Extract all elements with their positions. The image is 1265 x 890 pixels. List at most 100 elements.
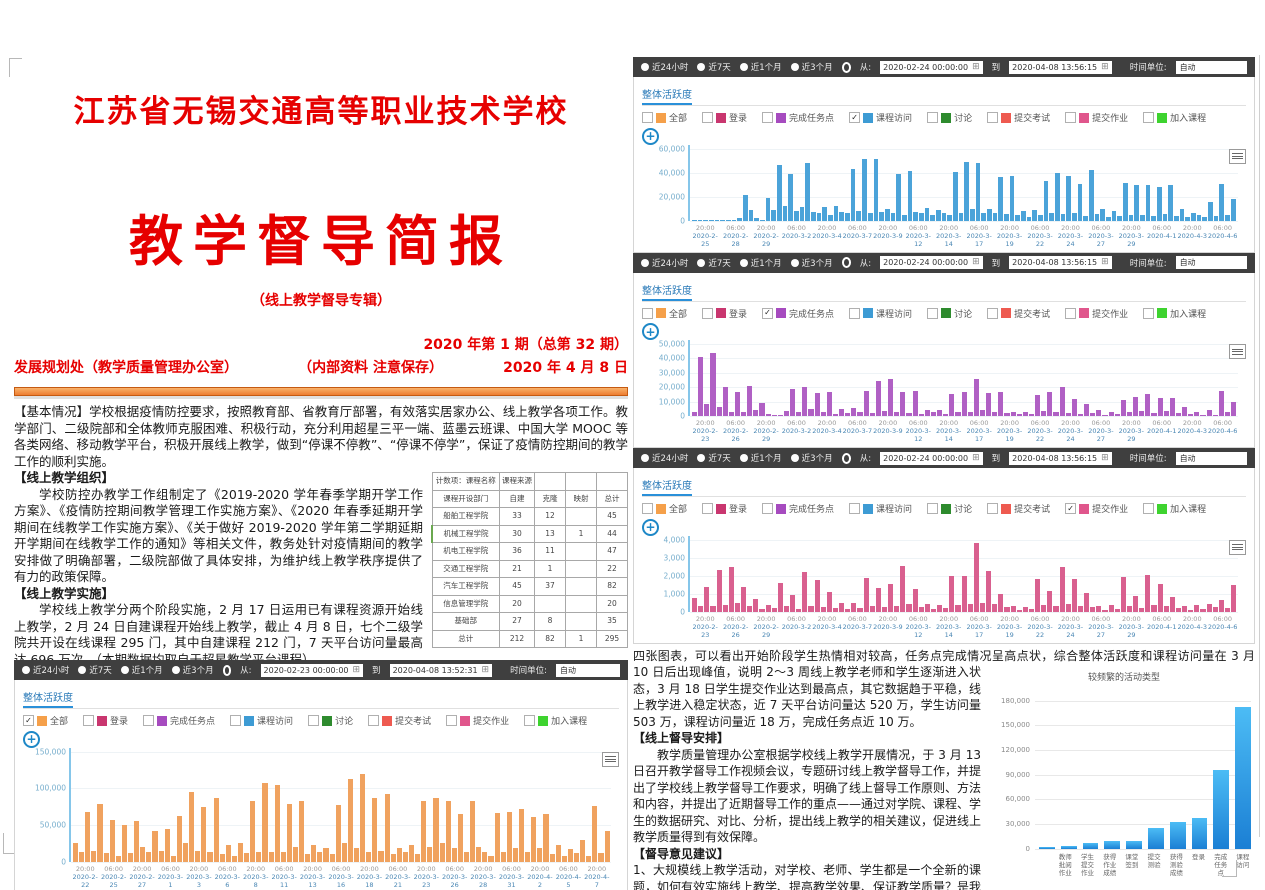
legend-item-完成任务点[interactable]: ✓ 完成任务点 (762, 307, 834, 320)
legend-item-讨论[interactable]: 讨论 (927, 502, 972, 515)
legend-item-登录[interactable]: 登录 (702, 111, 747, 124)
legend-checkbox[interactable] (524, 715, 536, 726)
legend-checkbox[interactable] (1143, 112, 1155, 123)
zoom-in-icon[interactable]: + (642, 518, 659, 536)
legend-item-课程访问[interactable]: ✓ 课程访问 (849, 111, 912, 124)
chart-menu-icon[interactable] (1229, 148, 1246, 164)
date-to-input[interactable]: 2020-04-08 13:56:15 ⊞ (1009, 256, 1112, 269)
legend-item-全部[interactable]: ✓ 全部 (23, 714, 68, 727)
legend-checkbox[interactable] (642, 112, 653, 123)
date-from-input[interactable]: 2020-02-23 00:00:00 ⊞ (260, 663, 364, 677)
date-from-input[interactable]: 2020-02-24 00:00:00 ⊞ (880, 60, 983, 74)
legend-checkbox[interactable] (927, 307, 939, 319)
legend-item-提交考试[interactable]: 提交考试 (368, 714, 431, 727)
legend-item-提交作业[interactable]: ✓ 提交作业 (1065, 502, 1128, 515)
legend-item-提交作业[interactable]: 提交作业 (446, 714, 509, 727)
legend-item-讨论[interactable]: 讨论 (927, 111, 972, 124)
gear-icon[interactable] (222, 664, 232, 676)
legend-checkbox[interactable] (83, 715, 95, 726)
legend-checkbox[interactable] (368, 715, 380, 726)
time-range-option-2[interactable]: 近1个月 (120, 664, 163, 676)
legend-item-加入课程[interactable]: 加入课程 (524, 714, 587, 727)
legend-item-讨论[interactable]: 讨论 (927, 307, 972, 320)
gear-icon[interactable] (841, 452, 851, 464)
chart-menu-icon[interactable] (1229, 539, 1246, 555)
tab-overall-activity[interactable]: 整体活跃度 (642, 477, 692, 496)
time-range-option-1[interactable]: 近7天 (697, 452, 731, 464)
date-from-input[interactable]: 2020-02-24 00:00:00 ⊞ (880, 451, 983, 465)
time-range-option-1[interactable]: 近7天 (78, 664, 112, 676)
legend-item-提交作业[interactable]: 提交作业 (1065, 111, 1128, 124)
chart-menu-icon[interactable] (1229, 344, 1246, 359)
time-range-option-3[interactable]: 近3个月 (171, 664, 214, 676)
legend-item-登录[interactable]: 登录 (702, 502, 747, 515)
time-range-option-2[interactable]: 近1个月 (739, 257, 782, 269)
legend-checkbox[interactable]: ✓ (762, 307, 774, 319)
legend-item-加入课程[interactable]: 加入课程 (1143, 307, 1206, 320)
legend-checkbox[interactable] (849, 307, 861, 319)
legend-checkbox[interactable] (230, 715, 242, 726)
legend-item-课程访问[interactable]: 课程访问 (230, 714, 293, 727)
time-range-option-3[interactable]: 近3个月 (790, 61, 833, 73)
legend-checkbox[interactable] (927, 503, 939, 514)
legend-checkbox[interactable] (762, 503, 774, 514)
legend-item-提交考试[interactable]: 提交考试 (987, 502, 1050, 515)
legend-item-提交作业[interactable]: 提交作业 (1065, 307, 1128, 320)
legend-checkbox[interactable] (987, 307, 999, 319)
time-range-option-1[interactable]: 近7天 (697, 61, 731, 73)
legend-checkbox[interactable] (702, 503, 714, 514)
legend-checkbox[interactable] (927, 112, 939, 123)
legend-checkbox[interactable] (702, 112, 714, 123)
legend-item-提交考试[interactable]: 提交考试 (987, 307, 1050, 320)
time-range-option-3[interactable]: 近3个月 (790, 257, 833, 269)
legend-checkbox[interactable] (1143, 307, 1155, 319)
legend-item-全部[interactable]: 全部 (642, 111, 687, 124)
legend-checkbox[interactable] (849, 503, 861, 514)
legend-checkbox[interactable] (1065, 112, 1077, 123)
legend-checkbox[interactable] (143, 715, 155, 726)
legend-checkbox[interactable] (987, 112, 999, 123)
date-to-input[interactable]: 2020-04-08 13:56:15 ⊞ (1009, 451, 1112, 465)
legend-checkbox[interactable]: ✓ (1065, 503, 1077, 514)
legend-checkbox[interactable] (308, 715, 320, 726)
legend-item-全部[interactable]: 全部 (642, 307, 687, 320)
legend-item-全部[interactable]: 全部 (642, 502, 687, 515)
legend-item-完成任务点[interactable]: 完成任务点 (143, 714, 215, 727)
legend-checkbox[interactable]: ✓ (23, 715, 34, 726)
legend-checkbox[interactable] (987, 503, 999, 514)
legend-checkbox[interactable] (1143, 503, 1155, 514)
zoom-in-icon[interactable]: + (23, 730, 40, 748)
zoom-in-icon[interactable]: + (642, 127, 659, 145)
time-range-option-2[interactable]: 近1个月 (739, 61, 782, 73)
zoom-in-icon[interactable]: + (642, 323, 659, 340)
time-range-option-0[interactable]: 近24小时 (641, 257, 688, 269)
time-range-option-2[interactable]: 近1个月 (739, 452, 782, 464)
legend-item-课程访问[interactable]: 课程访问 (849, 502, 912, 515)
time-unit-select[interactable]: 自动 (1175, 256, 1247, 269)
date-from-input[interactable]: 2020-02-24 00:00:00 ⊞ (880, 256, 983, 269)
legend-checkbox[interactable]: ✓ (849, 112, 861, 123)
time-range-option-0[interactable]: 近24小时 (641, 61, 688, 73)
gear-icon[interactable] (841, 61, 851, 73)
legend-checkbox[interactable] (702, 307, 714, 319)
date-to-input[interactable]: 2020-04-08 13:52:31 ⊞ (389, 663, 493, 677)
tab-overall-activity[interactable]: 整体活跃度 (23, 689, 73, 708)
time-unit-select[interactable]: 自动 (1175, 451, 1247, 465)
legend-checkbox[interactable] (1065, 307, 1077, 319)
time-range-option-3[interactable]: 近3个月 (790, 452, 833, 464)
legend-item-登录[interactable]: 登录 (702, 307, 747, 320)
legend-item-加入课程[interactable]: 加入课程 (1143, 502, 1206, 515)
time-unit-select[interactable]: 自动 (1175, 60, 1247, 74)
legend-item-讨论[interactable]: 讨论 (308, 714, 353, 727)
legend-item-完成任务点[interactable]: 完成任务点 (762, 502, 834, 515)
legend-item-课程访问[interactable]: 课程访问 (849, 307, 912, 320)
legend-checkbox[interactable] (762, 112, 774, 123)
legend-item-登录[interactable]: 登录 (83, 714, 128, 727)
tab-overall-activity[interactable]: 整体活跃度 (642, 282, 692, 301)
time-range-option-1[interactable]: 近7天 (697, 257, 731, 269)
legend-item-加入课程[interactable]: 加入课程 (1143, 111, 1206, 124)
gear-icon[interactable] (841, 257, 851, 268)
time-range-option-0[interactable]: 近24小时 (22, 664, 69, 676)
tab-overall-activity[interactable]: 整体活跃度 (642, 86, 692, 105)
chart-menu-icon[interactable] (602, 751, 619, 767)
